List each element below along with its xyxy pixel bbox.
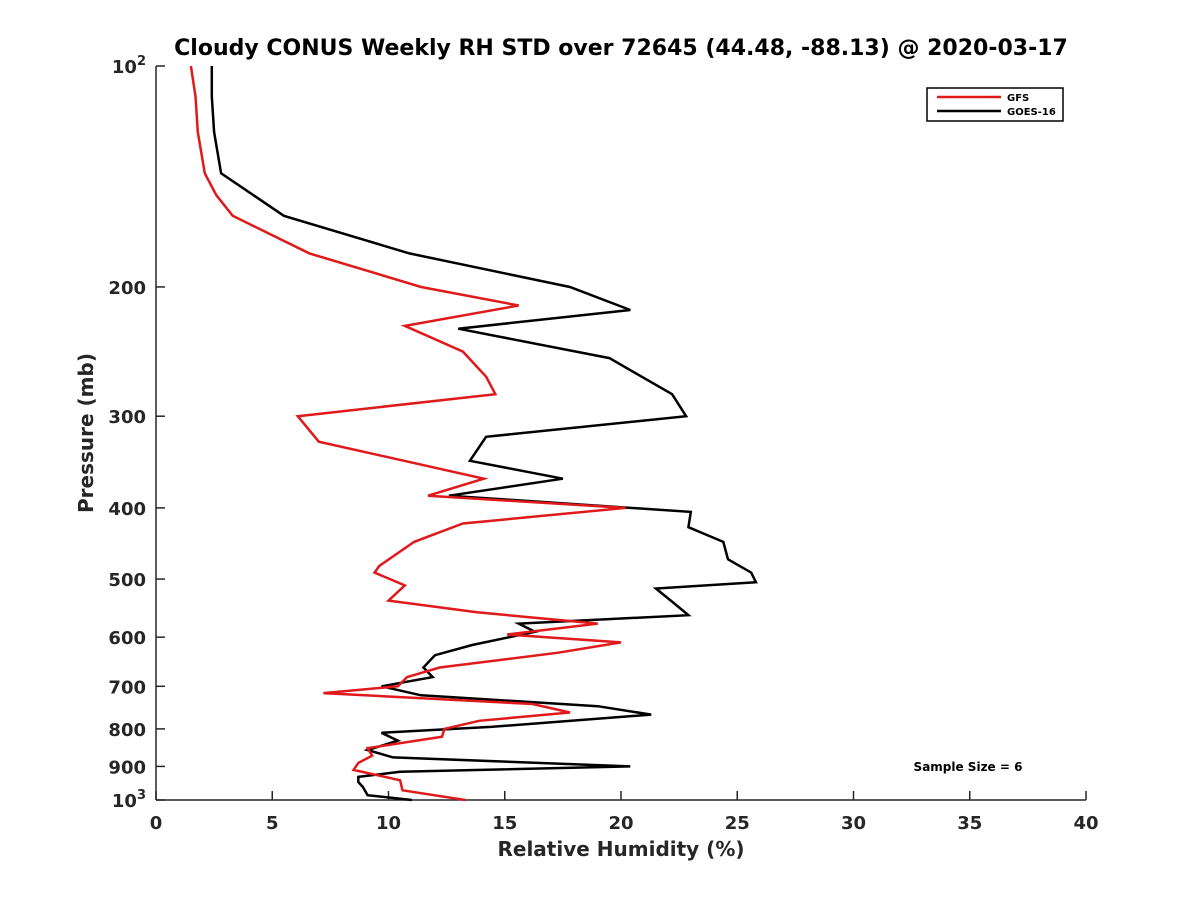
x-tick-label: 35 bbox=[957, 813, 982, 834]
series-line-goes-16 bbox=[210, 66, 758, 802]
x-tick-label: 40 bbox=[1073, 813, 1098, 834]
x-tick-label: 30 bbox=[841, 813, 866, 834]
x-tick-label: 20 bbox=[608, 813, 633, 834]
sample-size-annotation: Sample Size = 6 bbox=[914, 760, 1023, 774]
y-tick-label: 102 bbox=[112, 54, 146, 78]
plot-axes: 0 5 10 15 20 25 30 35 40 102 200 300 400 500 600 700 800… bbox=[108, 54, 1098, 834]
y-tick-label: 800 bbox=[108, 720, 146, 741]
series-lines bbox=[189, 65, 758, 802]
series-line-gfs bbox=[189, 65, 626, 802]
y-tick-label: 700 bbox=[108, 677, 146, 698]
y-tick-label: 103 bbox=[112, 788, 146, 812]
y-tick-label: 200 bbox=[108, 278, 146, 299]
x-tick-label: 10 bbox=[376, 813, 401, 834]
legend-label: GOES-16 bbox=[1007, 107, 1056, 118]
y-tick-label: 900 bbox=[108, 757, 146, 778]
legend: GFS GOES-16 bbox=[926, 87, 1064, 122]
y-tick-label: 600 bbox=[108, 628, 146, 649]
x-tick-label: 5 bbox=[266, 813, 279, 834]
y-axis-label: Pressure (mb) bbox=[74, 353, 98, 513]
x-tick-label: 25 bbox=[725, 813, 750, 834]
x-tick-label: 0 bbox=[150, 813, 163, 834]
legend-box bbox=[926, 87, 1064, 122]
x-tick-label: 15 bbox=[492, 813, 517, 834]
legend-label: GFS bbox=[1007, 93, 1029, 104]
y-tick-label: 300 bbox=[108, 407, 146, 428]
y-tick-label: 400 bbox=[108, 499, 146, 520]
chart-title: Cloudy CONUS Weekly RH STD over 72645 (4… bbox=[174, 36, 1068, 61]
x-axis-label: Relative Humidity (%) bbox=[497, 837, 744, 861]
y-tick-label: 500 bbox=[108, 570, 146, 591]
